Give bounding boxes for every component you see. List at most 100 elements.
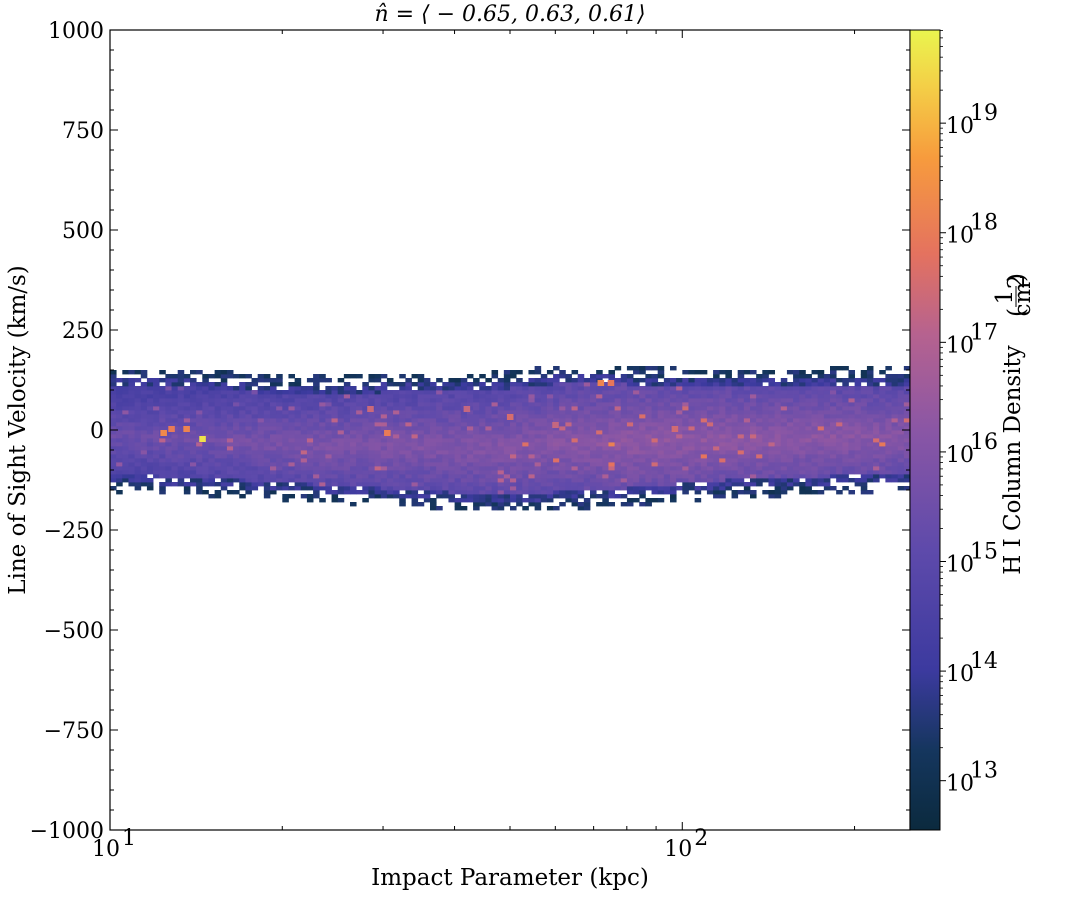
heatmap-cell bbox=[177, 450, 185, 455]
heatmap-cell bbox=[436, 410, 443, 415]
heatmap-cell bbox=[313, 398, 320, 403]
heatmap-cell bbox=[885, 402, 892, 407]
heatmap-cell bbox=[768, 414, 776, 419]
heatmap-cell bbox=[485, 378, 492, 383]
heatmap-cell bbox=[220, 402, 228, 407]
heatmap-cell bbox=[731, 450, 739, 455]
heatmap-cell bbox=[454, 502, 462, 507]
heatmap-cell bbox=[436, 394, 443, 399]
heatmap-cell bbox=[270, 398, 277, 403]
heatmap-cell bbox=[282, 470, 289, 475]
heatmap-cell bbox=[411, 450, 419, 455]
heatmap-cell bbox=[405, 438, 412, 443]
heatmap-cell bbox=[534, 390, 542, 395]
heatmap-cell bbox=[762, 426, 769, 431]
heatmap-cell bbox=[805, 386, 812, 391]
heatmap-cell bbox=[479, 434, 486, 439]
heatmap-cell bbox=[300, 406, 308, 411]
heatmap-cell bbox=[737, 434, 745, 439]
heatmap-cell bbox=[245, 398, 252, 403]
heatmap-cell bbox=[386, 402, 394, 407]
heatmap-cell bbox=[245, 462, 252, 467]
heatmap-cell bbox=[626, 438, 634, 443]
heatmap-cell bbox=[836, 406, 843, 411]
heatmap-cell bbox=[374, 482, 382, 487]
heatmap-cell bbox=[620, 398, 628, 403]
heatmap-cell bbox=[313, 470, 320, 475]
heatmap-cell bbox=[553, 382, 560, 387]
heatmap-cell bbox=[793, 430, 800, 435]
heatmap-cell bbox=[448, 450, 456, 455]
heatmap-cell bbox=[590, 382, 597, 387]
heatmap-cell bbox=[750, 402, 757, 407]
heatmap-cell bbox=[768, 422, 776, 427]
colorbar-tick-label: 10 bbox=[946, 772, 974, 797]
heatmap-cell bbox=[848, 454, 856, 459]
heatmap-cell bbox=[811, 410, 819, 415]
heatmap-cell bbox=[676, 474, 683, 479]
heatmap-cell bbox=[873, 398, 880, 403]
heatmap-cell bbox=[177, 442, 185, 447]
heatmap-cell bbox=[885, 450, 892, 455]
heatmap-cell bbox=[743, 378, 751, 383]
heatmap-cell bbox=[633, 390, 640, 395]
heatmap-cell bbox=[442, 466, 449, 471]
heatmap-cell bbox=[350, 466, 357, 471]
heatmap-cell bbox=[411, 382, 419, 387]
heatmap-cell bbox=[516, 438, 523, 443]
heatmap-cell bbox=[546, 390, 554, 395]
heatmap-cell bbox=[836, 446, 843, 451]
heatmap-cell bbox=[153, 462, 160, 467]
heatmap-cell bbox=[393, 462, 400, 467]
heatmap-cell bbox=[559, 478, 566, 483]
heatmap-cell bbox=[774, 490, 782, 495]
heatmap-cell bbox=[282, 414, 289, 419]
heatmap-cell bbox=[288, 402, 296, 407]
heatmap-cell bbox=[725, 486, 732, 491]
heatmap-cell bbox=[780, 470, 788, 475]
heatmap-cell bbox=[116, 442, 123, 447]
heatmap-cell bbox=[762, 478, 769, 483]
heatmap-cell bbox=[811, 482, 819, 487]
heatmap-cell bbox=[823, 414, 831, 419]
heatmap-cell bbox=[786, 434, 794, 439]
heatmap-cell bbox=[276, 478, 283, 483]
heatmap-cell bbox=[337, 406, 345, 411]
heatmap-cell bbox=[473, 426, 480, 431]
heatmap-cell bbox=[220, 386, 228, 391]
heatmap-cell bbox=[122, 430, 129, 435]
heatmap-cell bbox=[614, 486, 622, 491]
heatmap-cell bbox=[756, 478, 763, 483]
heatmap-cell bbox=[897, 446, 905, 451]
heatmap-cell bbox=[565, 414, 572, 419]
heatmap-cell bbox=[694, 454, 702, 459]
heatmap-cell bbox=[522, 478, 529, 483]
heatmap-cell bbox=[220, 374, 228, 379]
heatmap-cell bbox=[356, 490, 363, 495]
heatmap-cell bbox=[768, 394, 776, 399]
heatmap-cell bbox=[842, 454, 849, 459]
heatmap-cell bbox=[663, 478, 671, 483]
heatmap-cell bbox=[466, 394, 474, 399]
heatmap-cell bbox=[294, 486, 302, 491]
heatmap-cell bbox=[565, 474, 572, 479]
heatmap-cell bbox=[294, 478, 302, 483]
heatmap-cell bbox=[682, 470, 689, 475]
heatmap-cell bbox=[362, 402, 369, 407]
heatmap-cell bbox=[842, 390, 849, 395]
heatmap-cell bbox=[817, 490, 825, 495]
heatmap-cell bbox=[466, 474, 474, 479]
heatmap-cell bbox=[620, 382, 628, 387]
heatmap-cell bbox=[565, 442, 572, 447]
heatmap-cell bbox=[891, 406, 899, 411]
heatmap-cell bbox=[380, 430, 388, 435]
heatmap-cell bbox=[466, 430, 474, 435]
heatmap-cell bbox=[774, 434, 782, 439]
heatmap-cell bbox=[830, 414, 837, 419]
heatmap-cell bbox=[768, 390, 776, 395]
heatmap-cell bbox=[202, 410, 209, 415]
heatmap-cell bbox=[805, 474, 812, 479]
heatmap-cell bbox=[497, 450, 505, 455]
heatmap-cell bbox=[423, 454, 431, 459]
heatmap-cell bbox=[700, 386, 708, 391]
